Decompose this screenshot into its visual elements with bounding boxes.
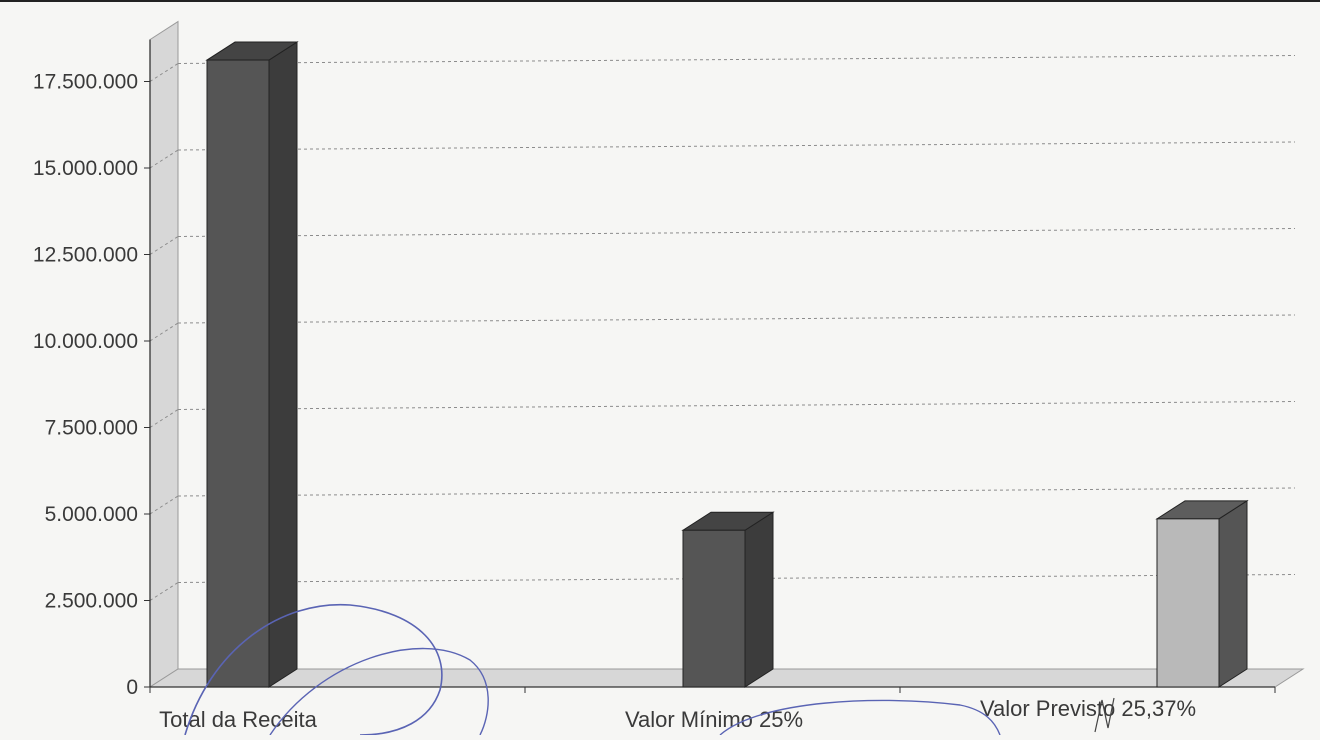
bar-2 [1155, 499, 1249, 688]
y-tick-label: 2.500.000 [45, 590, 138, 613]
bar-side [268, 41, 298, 688]
bar-front [1156, 518, 1220, 688]
y-tick-label: 0 [126, 676, 138, 699]
bar-front [682, 529, 746, 688]
pen-annotation-loop [269, 647, 489, 736]
y-tick-label: 12.500.000 [33, 244, 138, 267]
y-tick-label: 15.000.000 [33, 157, 138, 180]
bar-0 [205, 41, 299, 688]
gridline [177, 228, 1296, 237]
gridline [177, 55, 1296, 64]
bar-side [1218, 499, 1248, 688]
signature-mark [1094, 697, 1115, 733]
y-tick-label: 10.000.000 [33, 330, 138, 353]
x-category-label: Valor Previsto 25,37% [980, 696, 1196, 721]
bar-1 [681, 511, 775, 688]
y-tick-label: 7.500.000 [45, 417, 138, 440]
bar-front [206, 59, 270, 688]
x-category-label: Total da Receita [159, 707, 318, 732]
gridline [177, 401, 1296, 410]
bar-side [744, 511, 774, 688]
gridline [177, 487, 1296, 497]
gridline [177, 314, 1296, 324]
side-wall [149, 20, 179, 688]
pen-annotation-loop [184, 603, 443, 736]
pen-annotation-stroke [719, 699, 1001, 736]
gridline [177, 141, 1296, 151]
y-tick-label: 17.500.000 [33, 71, 138, 94]
y-tick-label: 5.000.000 [45, 503, 138, 526]
